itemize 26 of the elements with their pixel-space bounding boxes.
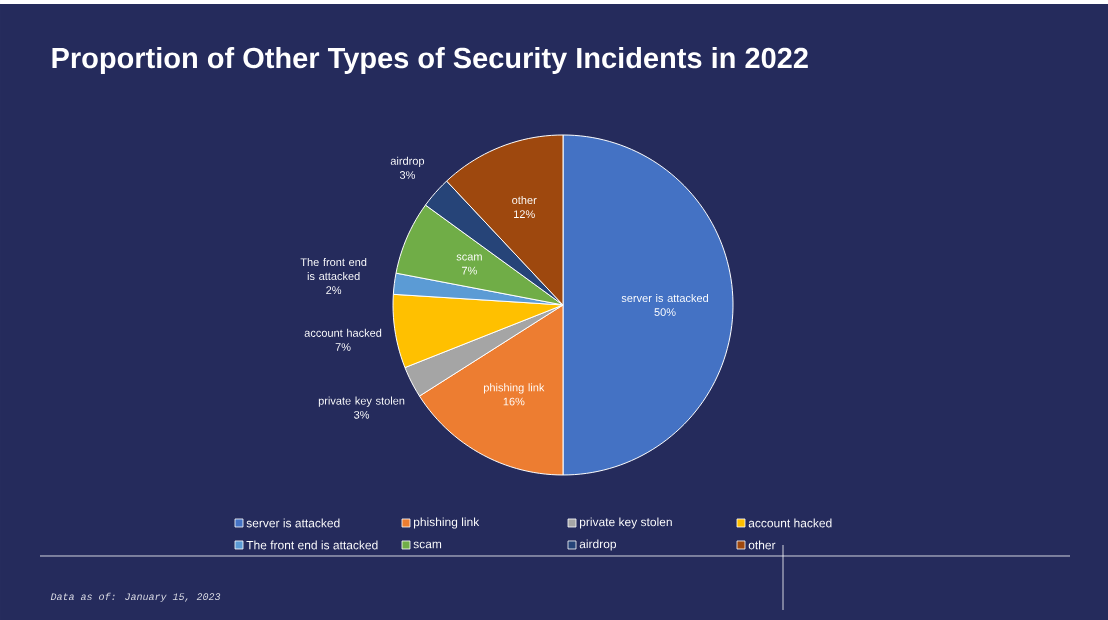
legend-label: scam bbox=[413, 541, 442, 549]
text: Data as of: January 15, 2023 bbox=[50, 592, 221, 603]
legend-label: server is attacked bbox=[246, 518, 340, 528]
slice-label: private key stolen bbox=[318, 396, 405, 407]
legend-label: airdrop bbox=[579, 539, 617, 551]
data-label: 50% bbox=[654, 308, 676, 317]
data-label: 7% bbox=[335, 343, 351, 351]
data-label: 7% bbox=[462, 266, 477, 275]
legend-label: other bbox=[748, 540, 776, 550]
data-label: 16% bbox=[503, 397, 525, 406]
slice-label: scam bbox=[456, 254, 482, 261]
slice-label: The front end is attacked bbox=[300, 257, 367, 281]
slice-label: airdrop bbox=[390, 156, 425, 168]
legend-label: private key stolen bbox=[579, 517, 672, 529]
slice-label: account hacked bbox=[304, 328, 382, 337]
slice-label: phishing link bbox=[483, 383, 545, 394]
data-label: 12% bbox=[514, 210, 535, 218]
slice-label: server is attacked bbox=[621, 293, 708, 303]
legend-label: The front end is attacked bbox=[246, 540, 378, 550]
data-label: 2% bbox=[326, 286, 342, 295]
data-label: 3% bbox=[399, 171, 415, 179]
slice-label: other bbox=[512, 195, 537, 205]
data-label: 3% bbox=[354, 410, 370, 419]
legend-label: phishing link bbox=[413, 517, 480, 529]
chart-title: Proportion of Other Types of Security Incidents in 2022 bbox=[52, 46, 808, 75]
legend-label: account hacked bbox=[748, 518, 832, 528]
